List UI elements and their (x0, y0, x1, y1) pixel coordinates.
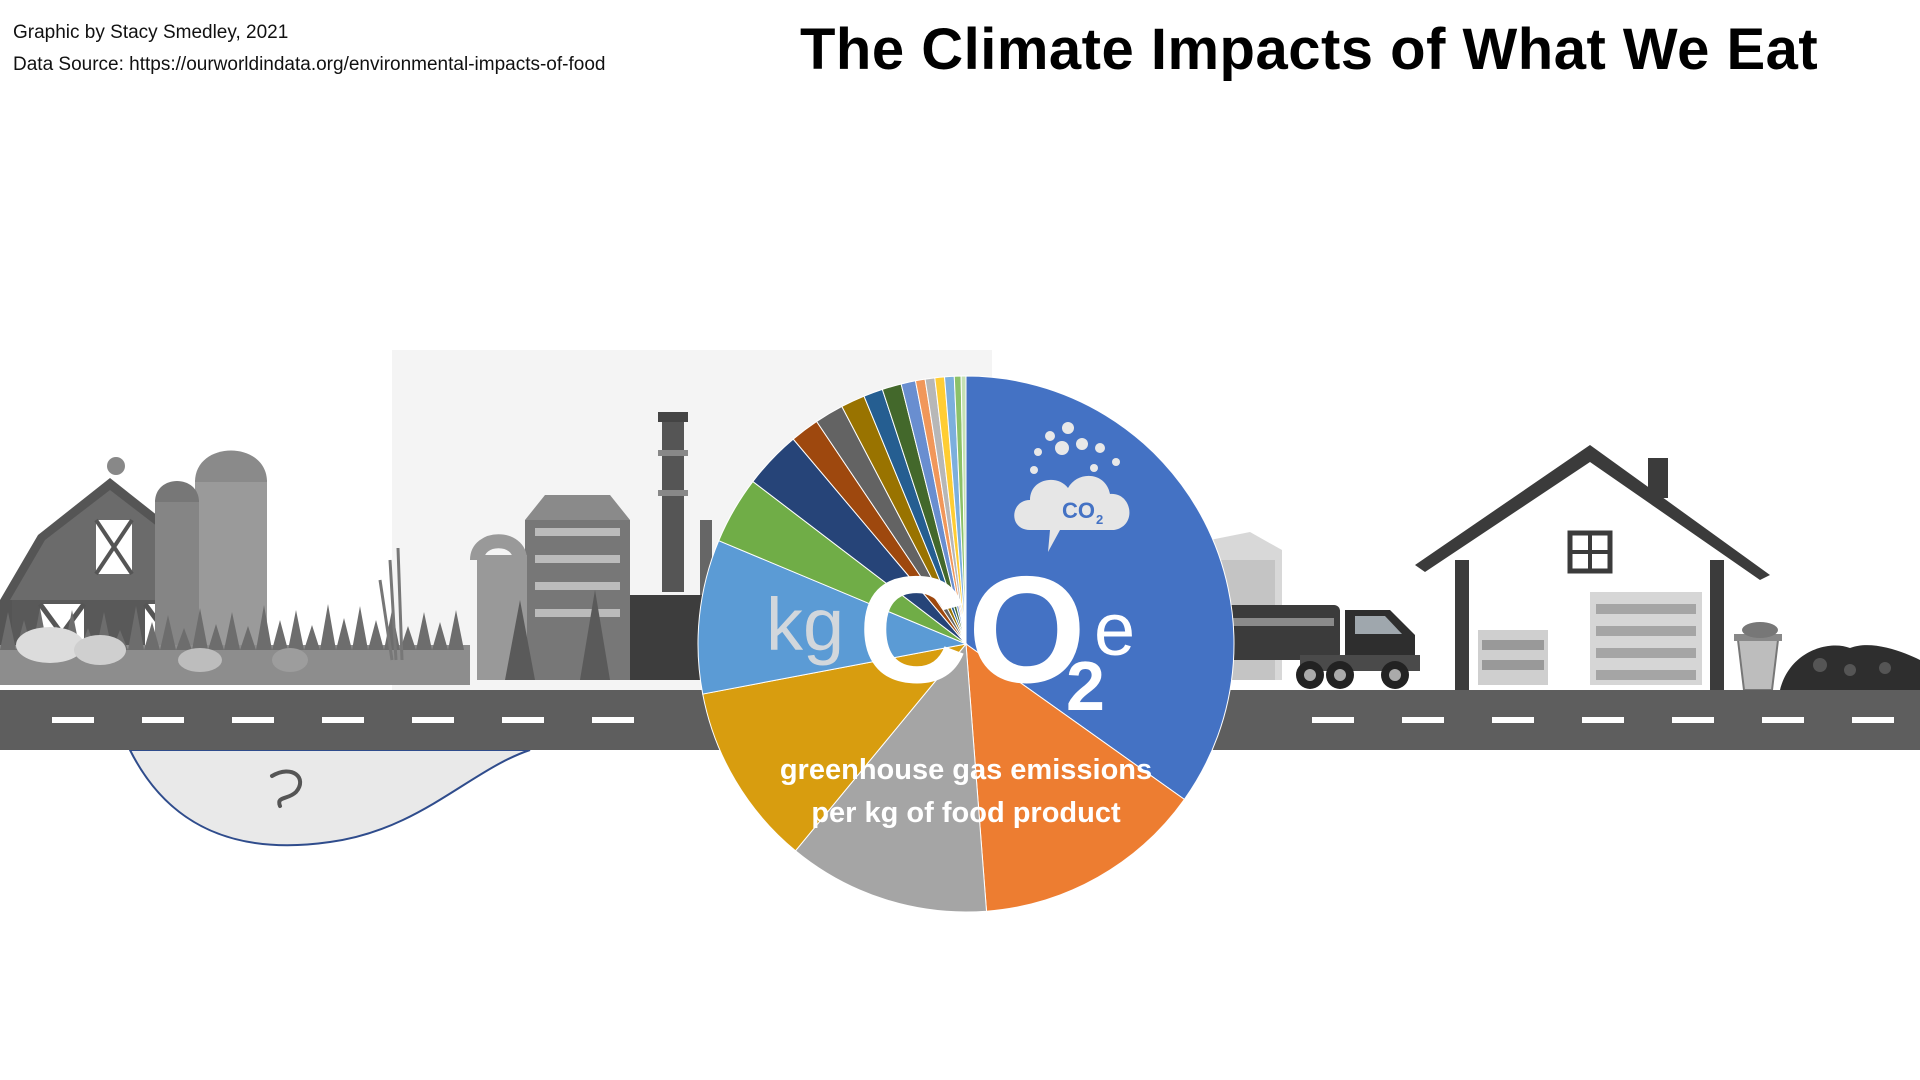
emissions-pie-chart (697, 375, 1235, 913)
shrimp-icon (270, 769, 303, 808)
lane-dash (142, 717, 184, 723)
pie-slice (960, 375, 967, 645)
cloud-co-text: CO (1062, 498, 1095, 523)
house-icon (1415, 445, 1770, 690)
rooster-icon (107, 457, 125, 475)
lane-dash (1492, 717, 1534, 723)
trash-can-icon (1734, 622, 1782, 691)
cloud-sub-text: 2 (1096, 512, 1103, 527)
grocery-shelves-icon (1478, 592, 1702, 685)
pie-slice (965, 642, 1186, 912)
lane-dash (1852, 717, 1894, 723)
pie-slice (697, 539, 968, 695)
lane-dash (1762, 717, 1804, 723)
lane-dash (502, 717, 544, 723)
lane-dash (52, 717, 94, 723)
lane-dash (1582, 717, 1624, 723)
lane-dash (322, 717, 364, 723)
pie-slice (965, 375, 1235, 801)
road-lane-markings (52, 717, 1894, 723)
lane-dash (232, 717, 274, 723)
livestock-icon (16, 627, 308, 672)
unit-e: e (1094, 588, 1135, 671)
unit-label: kg CO 2 e (766, 545, 1135, 725)
lane-dash (1402, 717, 1444, 723)
crop-field (0, 547, 470, 685)
lane-dash (1672, 717, 1714, 723)
lane-dash (592, 717, 634, 723)
pond (128, 749, 531, 847)
unit-subscript-2: 2 (1066, 647, 1105, 725)
caption-line-2: per kg of food product (811, 797, 1121, 829)
credit-source: Data Source: https://ourworldindata.org/… (13, 54, 606, 75)
credit-author: Graphic by Stacy Smedley, 2021 (13, 22, 289, 43)
waste-pile-icon (1780, 645, 1920, 690)
truck-icon (1220, 605, 1420, 689)
lane-dash (1312, 717, 1354, 723)
lane-dash (412, 717, 454, 723)
unit-kg: kg (766, 583, 844, 666)
pie-slice (702, 643, 968, 852)
page-title: The Climate Impacts of What We Eat (800, 17, 1819, 82)
unit-co: CO (858, 545, 1086, 715)
caption-line-1: greenhouse gas emissions (780, 754, 1152, 786)
pie-slice (794, 642, 988, 913)
co2-cloud-icon: CO 2 (1014, 422, 1130, 552)
